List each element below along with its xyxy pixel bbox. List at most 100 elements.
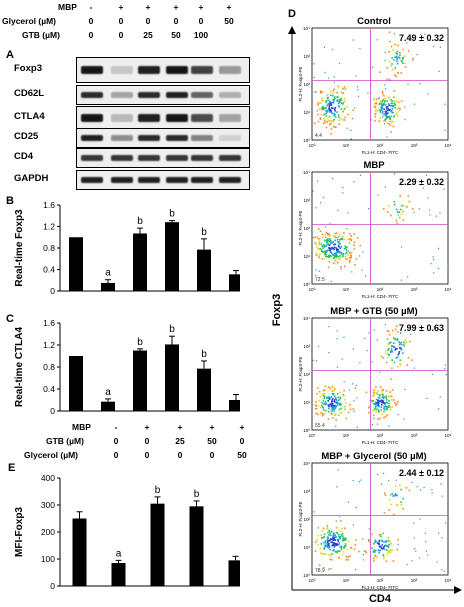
event-dot [369,399,371,402]
event-dot [330,558,333,561]
event-dot [381,104,383,106]
blot-band [111,65,133,75]
event-dot [333,544,335,547]
event-dot [326,542,329,544]
event-dot [336,248,338,250]
event-dot [334,407,337,410]
event-dot [398,109,401,111]
event-dot [320,406,322,409]
event-dot [380,107,383,109]
event-dot [374,554,376,556]
flow-x-tick: 10⁰ [309,287,316,292]
event-dot [317,544,319,547]
event-dot [328,232,330,235]
event-dot [343,527,346,530]
event-dot [384,544,387,547]
event-dot [350,239,353,242]
event-dot [387,211,389,213]
event-dot [387,539,389,542]
event-dot [389,494,391,496]
event-dot [383,95,386,97]
event-dot [368,528,370,530]
event-dot [386,406,389,408]
event-dot [325,409,327,412]
event-dot [396,53,399,55]
event-dot [325,245,328,247]
event-dot [328,325,330,328]
event-dot [338,105,341,108]
event-dot [340,548,343,551]
event-dot [398,106,400,109]
event-dot [333,541,335,544]
event-dot [318,256,320,259]
event-dot [433,325,435,328]
blot-band [166,134,188,142]
event-dot [347,501,350,504]
e-table-cell: + [239,422,245,432]
event-dot [347,411,350,414]
flow-y-tick: 10² [303,517,310,522]
event-dot [401,204,403,207]
e-table-cell: 0 [144,436,150,446]
event-dot [336,538,339,541]
event-dot [366,350,368,352]
event-dot [334,404,336,407]
event-dot [346,251,348,254]
event-dot [335,405,338,408]
event-dot [394,485,397,487]
event-dot [324,403,327,406]
event-dot [389,117,391,120]
significance-label: b [201,227,207,238]
event-dot [378,545,381,548]
event-dot [332,120,335,122]
event-dot [350,257,352,259]
event-dot [338,402,341,405]
event-dot [388,550,391,552]
event-dot [322,394,325,397]
event-dot [383,113,386,116]
event-dot [338,98,341,101]
event-dot [338,408,341,411]
event-dot [343,247,346,250]
blot-band [81,91,103,99]
event-dot [378,396,380,399]
event-dot [373,395,375,397]
event-dot [381,112,384,114]
event-dot [379,111,382,113]
event-dot [315,243,318,246]
event-dot [340,407,342,410]
event-dot [328,396,330,398]
event-dot [398,216,401,219]
event-dot [394,338,397,341]
event-dot [387,537,390,539]
event-dot [378,540,381,543]
event-dot [395,55,398,58]
event-dot [383,545,386,547]
event-dot [384,100,386,102]
quadrant-percent: 78.9 [315,568,325,574]
event-dot [385,106,388,108]
event-dot [427,93,429,95]
event-dot [337,538,340,541]
event-dot [326,543,329,545]
event-dot [344,406,346,408]
event-dot [347,238,350,241]
event-dot [319,247,322,250]
event-dot [437,247,440,250]
event-dot [331,397,334,400]
event-dot [322,413,324,416]
event-dot [335,413,337,416]
event-dot [333,257,335,260]
event-dot [346,548,349,551]
event-dot [319,395,322,398]
event-dot [389,395,392,397]
event-dot [353,248,356,250]
event-dot [335,520,337,522]
blot-strip [76,57,250,83]
event-dot [328,110,331,113]
event-dot [400,100,403,102]
event-dot [395,219,398,222]
event-dot [336,100,339,102]
event-dot [320,243,323,245]
event-dot [384,104,387,106]
